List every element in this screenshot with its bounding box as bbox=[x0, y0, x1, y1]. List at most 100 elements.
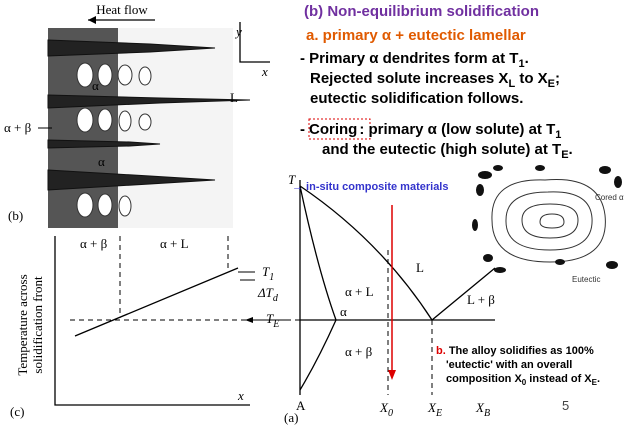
shape bbox=[494, 267, 506, 273]
label: (c) bbox=[10, 404, 24, 419]
shape bbox=[606, 261, 618, 269]
shape bbox=[483, 254, 493, 262]
shape bbox=[506, 192, 592, 250]
page: body { margin: 0; background: #fff; font… bbox=[0, 0, 634, 427]
label: 1 bbox=[269, 272, 274, 283]
shape: XE bbox=[427, 400, 442, 419]
cored-sketch: Cored α Eutectic bbox=[472, 165, 624, 284]
phase-diagram: T L α + L α α + β L + β A X0 XE XB (a) bbox=[284, 172, 495, 425]
shape bbox=[119, 111, 131, 131]
text-line: eutectic solidification follows. bbox=[310, 90, 523, 107]
slide: Heat flow y x α α L α + β (b) α + β α + … bbox=[0, 0, 634, 427]
text-line: and the eutectic (high solute) at TE. bbox=[322, 141, 573, 161]
label: y bbox=[234, 24, 242, 39]
label: 0 bbox=[388, 408, 393, 419]
shape bbox=[77, 193, 93, 217]
shape: b. The alloy solidifies as 100% bbox=[436, 345, 594, 357]
shape: ΔTd bbox=[257, 285, 279, 304]
label: α bbox=[92, 78, 99, 93]
shape bbox=[245, 317, 253, 323]
label: E bbox=[435, 408, 442, 419]
shape bbox=[476, 184, 484, 196]
link-text: → in-situ composite materials bbox=[292, 181, 448, 193]
label: to X bbox=[515, 70, 548, 87]
label: α bbox=[98, 154, 105, 169]
shape bbox=[540, 214, 564, 228]
label: L bbox=[416, 260, 424, 275]
label: α + β bbox=[345, 344, 373, 359]
label: . bbox=[525, 50, 529, 67]
text-line: - Primary α dendrites form at T1. bbox=[300, 50, 529, 70]
label: . bbox=[569, 141, 573, 158]
shape bbox=[535, 165, 545, 171]
text-line: Rejected solute increases XL to XE; bbox=[310, 70, 560, 90]
label: b. bbox=[436, 345, 446, 357]
shape bbox=[77, 63, 93, 87]
shape bbox=[139, 114, 151, 130]
label: (b) bbox=[8, 208, 23, 223]
shape: composition X0 instead of XE. bbox=[446, 373, 600, 387]
text-line: -Coring: primary α (low solute) at T1 bbox=[300, 121, 561, 141]
shape bbox=[522, 204, 578, 238]
label: α + L bbox=[345, 284, 374, 299]
label: solidification front bbox=[30, 276, 45, 374]
subheading: a. primary α + eutectic lamellar bbox=[306, 27, 526, 44]
label: x bbox=[261, 64, 268, 79]
shape bbox=[75, 268, 238, 336]
heading: (b) Non-equilibrium solidification bbox=[304, 3, 539, 20]
label: E bbox=[561, 149, 568, 161]
shape bbox=[77, 108, 93, 132]
body: { "slide": { "heading": "(b) Non-equilib… bbox=[0, 0, 634, 427]
shape bbox=[472, 165, 622, 273]
temperature-profile: α + β α + L T1 ΔTd TE Temperature across… bbox=[10, 236, 300, 419]
shape bbox=[118, 65, 132, 85]
label: L bbox=[230, 90, 238, 105]
shape bbox=[614, 176, 622, 188]
shape bbox=[98, 109, 112, 131]
label: Rejected solute increases X bbox=[310, 70, 508, 87]
shape bbox=[388, 370, 396, 380]
label: x bbox=[237, 388, 244, 403]
shape: X0 bbox=[379, 400, 393, 419]
shape bbox=[139, 67, 151, 85]
label: α + L bbox=[160, 236, 189, 251]
label: (a) bbox=[284, 410, 298, 425]
shape bbox=[599, 166, 611, 174]
shape bbox=[493, 165, 503, 171]
shape: TE bbox=[266, 311, 279, 330]
label: α bbox=[340, 304, 347, 319]
label: and the eutectic (high solute) at T bbox=[322, 141, 561, 158]
shape bbox=[119, 196, 131, 216]
shape bbox=[98, 64, 112, 86]
label: ; bbox=[555, 70, 560, 87]
note: b. The alloy solidifies as 100% 'eutecti… bbox=[436, 345, 600, 387]
micrograph: Heat flow y x α α L α + β (b) bbox=[4, 2, 270, 228]
page-number: 5 bbox=[562, 398, 569, 413]
label: E bbox=[548, 78, 555, 90]
shape bbox=[478, 171, 492, 179]
label: B bbox=[484, 408, 490, 419]
label: α + β bbox=[4, 120, 32, 135]
shape: XB bbox=[475, 400, 490, 419]
label: α + β bbox=[80, 236, 108, 251]
label: Eutectic bbox=[572, 275, 600, 284]
label: instead of X bbox=[526, 373, 592, 385]
label: d bbox=[273, 293, 279, 304]
label: - Primary α dendrites form at T bbox=[300, 50, 518, 67]
shape bbox=[240, 22, 270, 62]
shape: T1 bbox=[262, 264, 274, 283]
label: - bbox=[300, 121, 305, 138]
shape bbox=[472, 219, 478, 231]
label: : primary α (low solute) at T bbox=[359, 121, 555, 138]
label: . bbox=[597, 373, 600, 385]
label: Heat flow bbox=[96, 2, 148, 17]
label: 1 bbox=[555, 129, 561, 141]
label: ΔT bbox=[257, 285, 274, 300]
shape bbox=[88, 16, 96, 24]
label: composition X bbox=[446, 373, 522, 385]
label: Temperature across bbox=[15, 274, 30, 375]
shape bbox=[555, 259, 565, 265]
label: E bbox=[272, 319, 279, 330]
label: 'eutectic' with an overall bbox=[446, 359, 572, 371]
label: L + β bbox=[467, 292, 495, 307]
